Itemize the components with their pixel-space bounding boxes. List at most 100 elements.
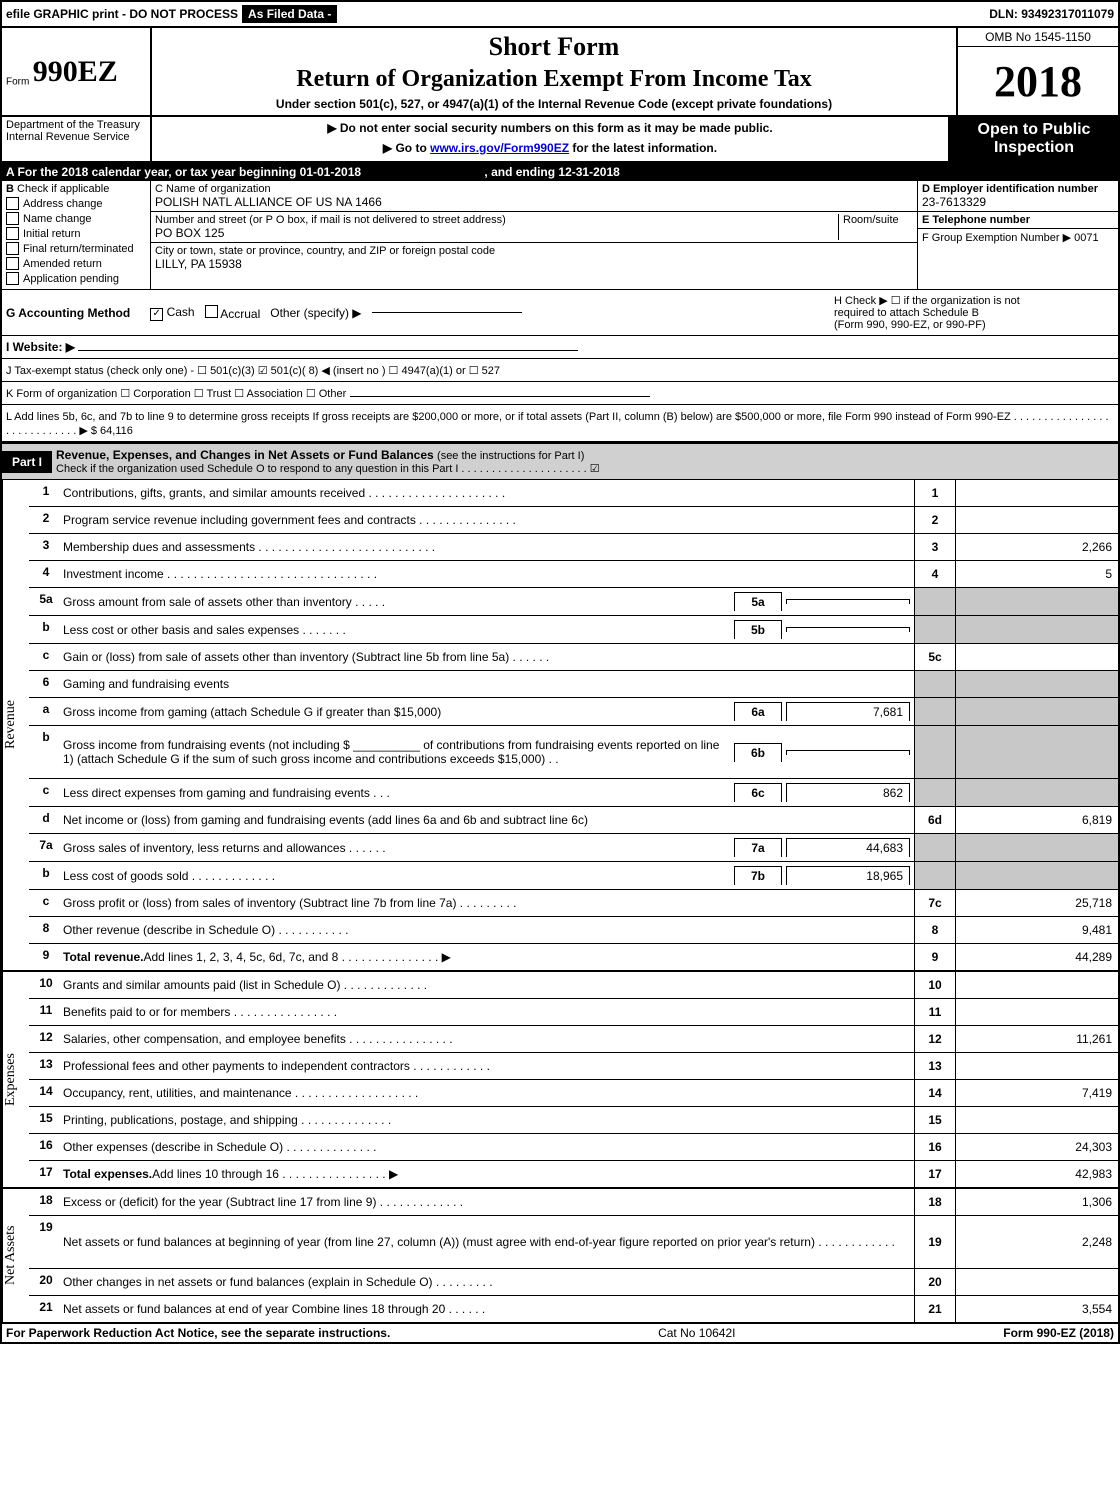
line-desc: Other revenue (describe in Schedule O) .… [63, 917, 914, 943]
line-value: 24,303 [956, 1134, 1118, 1160]
section-a-text: A For the 2018 calendar year, or tax yea… [6, 165, 361, 179]
box-j-row: J Tax-exempt status (check only one) - ☐… [2, 359, 1118, 382]
line-number: 13 [29, 1053, 63, 1079]
warn-ssn: ▶ Do not enter social security numbers o… [156, 121, 944, 135]
street-value: PO BOX 125 [155, 226, 838, 240]
line-desc: Net income or (loss) from gaming and fun… [63, 807, 914, 833]
chk-final[interactable] [6, 242, 19, 255]
inline-line-box: 7b [734, 866, 782, 885]
netassets-side-label: Net Assets [2, 1189, 29, 1322]
line-value: 5 [956, 561, 1118, 587]
line-desc: Total expenses. Add lines 10 through 16 … [63, 1161, 914, 1187]
group-exemption: F Group Exemption Number ▶ 0071 [918, 229, 1118, 246]
chk-cash[interactable]: ✓ [150, 308, 163, 321]
chk-amended[interactable] [6, 257, 19, 270]
inline-line-val [786, 750, 910, 755]
inline-line-box: 6b [734, 743, 782, 762]
dept-line1: Department of the Treasury [6, 119, 146, 131]
org-name-label: C Name of organization [155, 183, 913, 195]
line-value: 2,248 [956, 1216, 1118, 1268]
chk-initial[interactable] [6, 227, 19, 240]
line-number: 5a [29, 588, 63, 615]
other-specify-blank[interactable] [372, 312, 522, 313]
line-box-number: 5c [914, 644, 956, 670]
line-desc: Occupancy, rent, utilities, and maintena… [63, 1080, 914, 1106]
lbl-amended: Amended return [23, 258, 102, 270]
subtitle: Under section 501(c), 527, or 4947(a)(1)… [160, 97, 948, 111]
footer-left: For Paperwork Reduction Act Notice, see … [6, 1326, 390, 1340]
inline-line-box: 5a [734, 592, 782, 611]
open-to-public: Open to Public Inspection [948, 117, 1118, 161]
line-value: 2,266 [956, 534, 1118, 560]
line-desc: Gross income from gaming (attach Schedul… [63, 698, 914, 725]
line-desc: Membership dues and assessments . . . . … [63, 534, 914, 560]
box-h-line1: H Check ▶ ☐ if the organization is not [834, 294, 1114, 307]
lbl-final: Final return/terminated [23, 243, 134, 255]
line-desc: Other expenses (describe in Schedule O) … [63, 1134, 914, 1160]
form-number: 990EZ [33, 55, 118, 88]
section-a-ending: , and ending 12-31-2018 [484, 165, 619, 179]
line-box-number: 15 [914, 1107, 956, 1133]
line-desc: Net assets or fund balances at beginning… [63, 1216, 914, 1268]
inline-line-val: 7,681 [786, 702, 910, 721]
line-value [956, 779, 1118, 806]
box-g-label: G Accounting Method [6, 306, 130, 320]
line-number: 21 [29, 1296, 63, 1322]
lbl-other: Other (specify) ▶ [270, 306, 361, 320]
inline-line-box: 6c [734, 783, 782, 802]
line-value: 7,419 [956, 1080, 1118, 1106]
line-box-number: 6d [914, 807, 956, 833]
line-box-number [914, 698, 956, 725]
line-number: 4 [29, 561, 63, 587]
website-blank[interactable] [78, 350, 578, 351]
line-box-number: 3 [914, 534, 956, 560]
line-number: a [29, 698, 63, 725]
inline-line-val [786, 627, 910, 632]
irs-link[interactable]: www.irs.gov/Form990EZ [430, 141, 569, 155]
line-box-number [914, 834, 956, 861]
chk-accrual[interactable] [205, 305, 218, 318]
form-warnings: ▶ Do not enter social security numbers o… [152, 117, 948, 161]
box-c-column: C Name of organization POLISH NATL ALLIA… [151, 181, 918, 289]
line-box-number: 11 [914, 999, 956, 1025]
line-value [956, 999, 1118, 1025]
chk-pending[interactable] [6, 272, 19, 285]
part1-header: Part I Revenue, Expenses, and Changes in… [2, 442, 1118, 480]
line-desc: Gross income from fundraising events (no… [63, 726, 914, 778]
line-box-number [914, 862, 956, 889]
line-box-number: 7c [914, 890, 956, 916]
inline-line-val: 44,683 [786, 838, 910, 857]
footer-row: For Paperwork Reduction Act Notice, see … [2, 1322, 1118, 1342]
line-desc: Contributions, gifts, grants, and simila… [63, 480, 914, 506]
part1-label: Part I [2, 451, 52, 473]
line-box-number: 13 [914, 1053, 956, 1079]
section-a-bar: A For the 2018 calendar year, or tax yea… [2, 163, 1118, 181]
footer-mid: Cat No 10642I [658, 1326, 735, 1340]
line-desc: Gross sales of inventory, less returns a… [63, 834, 914, 861]
city-value: LILLY, PA 15938 [155, 257, 913, 271]
line-number: d [29, 807, 63, 833]
line-number: 18 [29, 1189, 63, 1215]
line-number: c [29, 890, 63, 916]
line-box-number: 19 [914, 1216, 956, 1268]
chk-name[interactable] [6, 212, 19, 225]
line-number: 10 [29, 972, 63, 998]
short-form-title: Short Form [160, 32, 948, 62]
line-box-number [914, 726, 956, 778]
line-number: 3 [29, 534, 63, 560]
ein-value: 23-7613329 [922, 195, 1114, 209]
line-number: 9 [29, 944, 63, 970]
chk-address[interactable] [6, 197, 19, 210]
line-desc: Other changes in net assets or fund bala… [63, 1269, 914, 1295]
line-number: 6 [29, 671, 63, 697]
line-box-number: 14 [914, 1080, 956, 1106]
line-desc: Gross profit or (loss) from sales of inv… [63, 890, 914, 916]
line-value: 11,261 [956, 1026, 1118, 1052]
line-number: c [29, 779, 63, 806]
box-g-row: G Accounting Method ✓ Cash Accrual Other… [2, 290, 1118, 336]
line-value [956, 507, 1118, 533]
line-value: 42,983 [956, 1161, 1118, 1187]
line-value: 44,289 [956, 944, 1118, 970]
line-desc: Less direct expenses from gaming and fun… [63, 779, 914, 806]
lbl-cash: Cash [167, 305, 195, 319]
